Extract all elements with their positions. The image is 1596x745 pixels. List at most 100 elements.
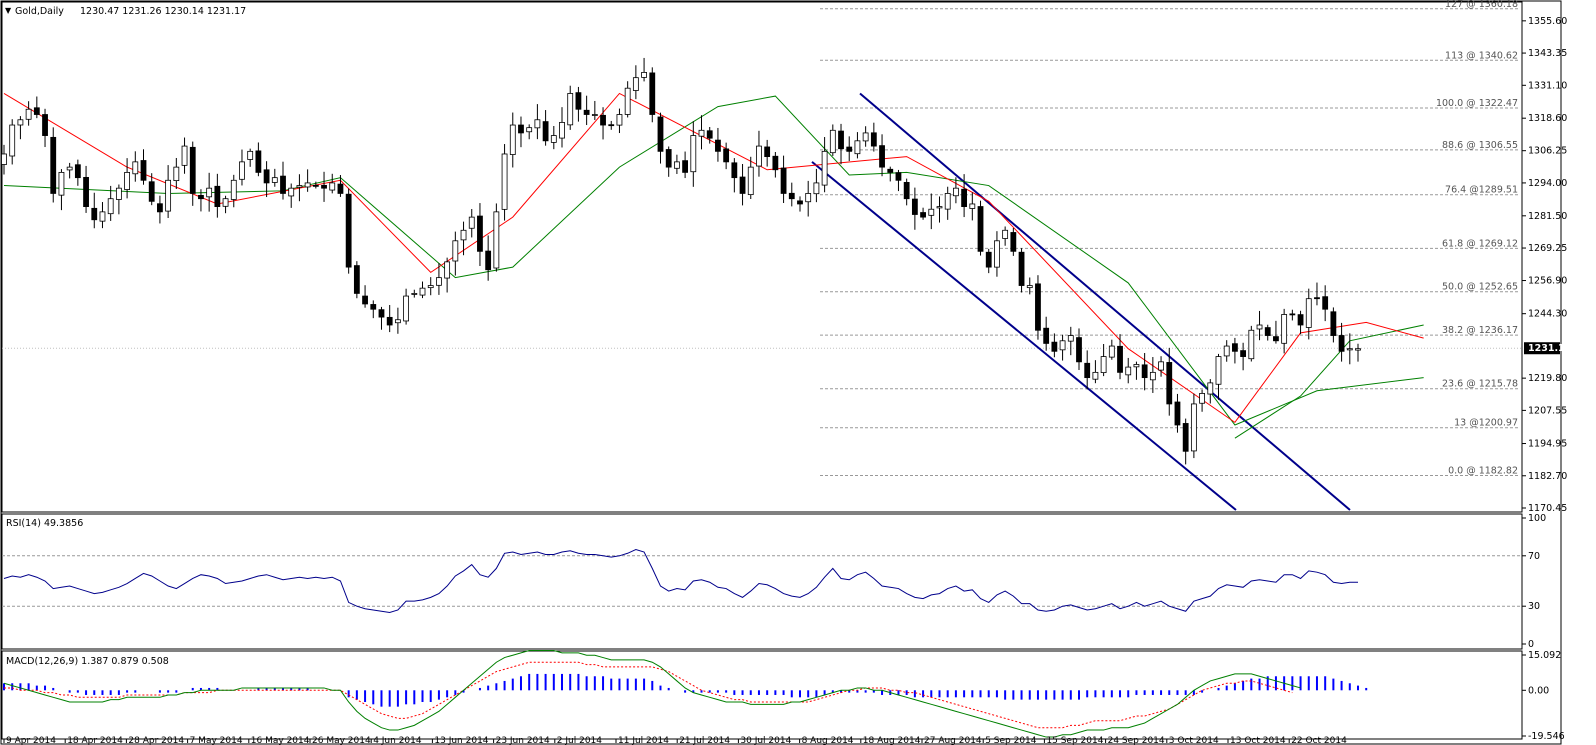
candle-up [1346, 348, 1353, 351]
candle-up [550, 135, 557, 143]
candle-up [452, 240, 459, 262]
candle-up [230, 179, 237, 200]
candle-up [1190, 403, 1197, 452]
candle-down [1338, 335, 1345, 352]
candle-down [977, 206, 984, 252]
candle-up [698, 129, 705, 137]
time-tick-label: 24 Sep 2014 [1108, 736, 1165, 745]
candle-up [747, 166, 754, 196]
candle-down [985, 251, 992, 268]
rsi-pane-border [1, 513, 1523, 650]
candle-up [616, 114, 623, 126]
candle-down [33, 107, 40, 115]
candle-up [994, 240, 1000, 268]
candle-down [1018, 251, 1025, 286]
candle-down [608, 124, 615, 127]
time-tick-label: 13 Oct 2014 [1230, 736, 1286, 745]
candle-up [288, 187, 295, 197]
time-tick-label: 11 Jul 2014 [618, 736, 669, 745]
candle-down [1166, 362, 1173, 405]
candle-up [493, 211, 500, 269]
candle-down [42, 114, 48, 136]
candle-down [764, 146, 771, 158]
candle-down [91, 207, 98, 221]
candle-down [706, 130, 713, 139]
candle-down [198, 194, 204, 200]
candle-up [1108, 345, 1115, 358]
candle-down [1330, 311, 1337, 336]
candle-down [575, 92, 582, 110]
price-tick-label: 1318.60 [1528, 113, 1567, 124]
candle-down [1010, 232, 1017, 252]
candle-down [518, 124, 524, 134]
candle-up [632, 77, 639, 91]
candle-up [829, 129, 836, 154]
candle-up [1248, 329, 1255, 360]
candle-up [468, 216, 475, 229]
candle-up [271, 177, 278, 183]
fib-level-label: 61.8 @ 1269.12 [1442, 238, 1518, 249]
candle-up [1256, 324, 1263, 330]
rsi-pane[interactable]: RSI(14) 49.3856 [1, 513, 1523, 650]
candle-up [1002, 229, 1009, 239]
fib-level-label: 13 @1200.97 [1454, 418, 1518, 429]
time-tick-label: 3 Oct 2014 [1169, 736, 1219, 745]
candle-down [600, 114, 606, 126]
candle-down [1273, 336, 1279, 342]
time-tick-label: 18 Apr 2014 [67, 736, 123, 745]
price-pane[interactable]: 127 @ 1360.18 113 @ 1340.62 100.0 @ 1322.4… [1, 0, 1523, 513]
macd-pane-border [1, 650, 1523, 740]
candle-down [780, 167, 787, 194]
candle-up [411, 293, 418, 295]
candle-down [1314, 297, 1320, 300]
time-tick-label: 2 Jul 2014 [557, 736, 602, 745]
candle-up [419, 287, 426, 296]
ma-slow-line [3, 95, 1424, 426]
candle-down [386, 316, 393, 326]
time-tick-label: 7 May 2014 [190, 736, 243, 745]
macd-header: MACD(12,26,9) 1.387 0.879 0.508 [6, 656, 169, 667]
candle-up [206, 187, 213, 198]
candle-up [1133, 364, 1140, 368]
candle-down [74, 164, 81, 179]
candle-up [501, 153, 508, 210]
fib-level-label: 38.2 @ 1236.17 [1442, 325, 1518, 336]
candle-up [567, 93, 574, 126]
candle-up [58, 171, 65, 196]
candle-down [665, 149, 672, 168]
candle-down [903, 181, 910, 200]
candle-up [436, 277, 442, 286]
candle-down [157, 203, 163, 213]
descending-channel[interactable] [811, 92, 1351, 511]
price-tick-label: 1355.60 [1528, 16, 1567, 27]
candle-up [124, 171, 130, 190]
candle-up [591, 114, 598, 116]
rsi-tick-label: 70 [1528, 551, 1540, 562]
candle-up [115, 187, 122, 200]
candle-up [427, 285, 434, 289]
candle-down [583, 109, 590, 115]
candle-down [148, 181, 155, 202]
macd-pane[interactable]: MACD(12,26,9) 1.387 0.879 0.508 [1, 650, 1523, 740]
candle-up [624, 87, 631, 115]
candle-up [854, 140, 861, 155]
rsi-tick-label: 100 [1528, 513, 1546, 524]
candle-down [788, 192, 795, 200]
candle-down [797, 200, 803, 205]
candle-down [477, 215, 483, 252]
candle-down [838, 130, 844, 150]
candle-down [1051, 341, 1058, 352]
candle-down [140, 160, 147, 181]
channel-lower-line [811, 161, 1237, 511]
candle-up [673, 161, 680, 169]
channel-upper-line [859, 92, 1351, 511]
candle-down [362, 295, 368, 305]
time-tick-label: 30 Jul 2014 [740, 736, 791, 745]
price-tick-label: 1343.35 [1528, 48, 1567, 59]
fib-level-label: 0.0 @ 1182.82 [1448, 465, 1518, 476]
macd-tick-label: 15.092 [1528, 650, 1561, 661]
candle-up [944, 193, 951, 210]
time-tick-label: 13 Jun 2014 [434, 736, 488, 745]
candle-up [66, 166, 73, 171]
fib-level-label: 100.0 @ 1322.47 [1436, 98, 1518, 109]
